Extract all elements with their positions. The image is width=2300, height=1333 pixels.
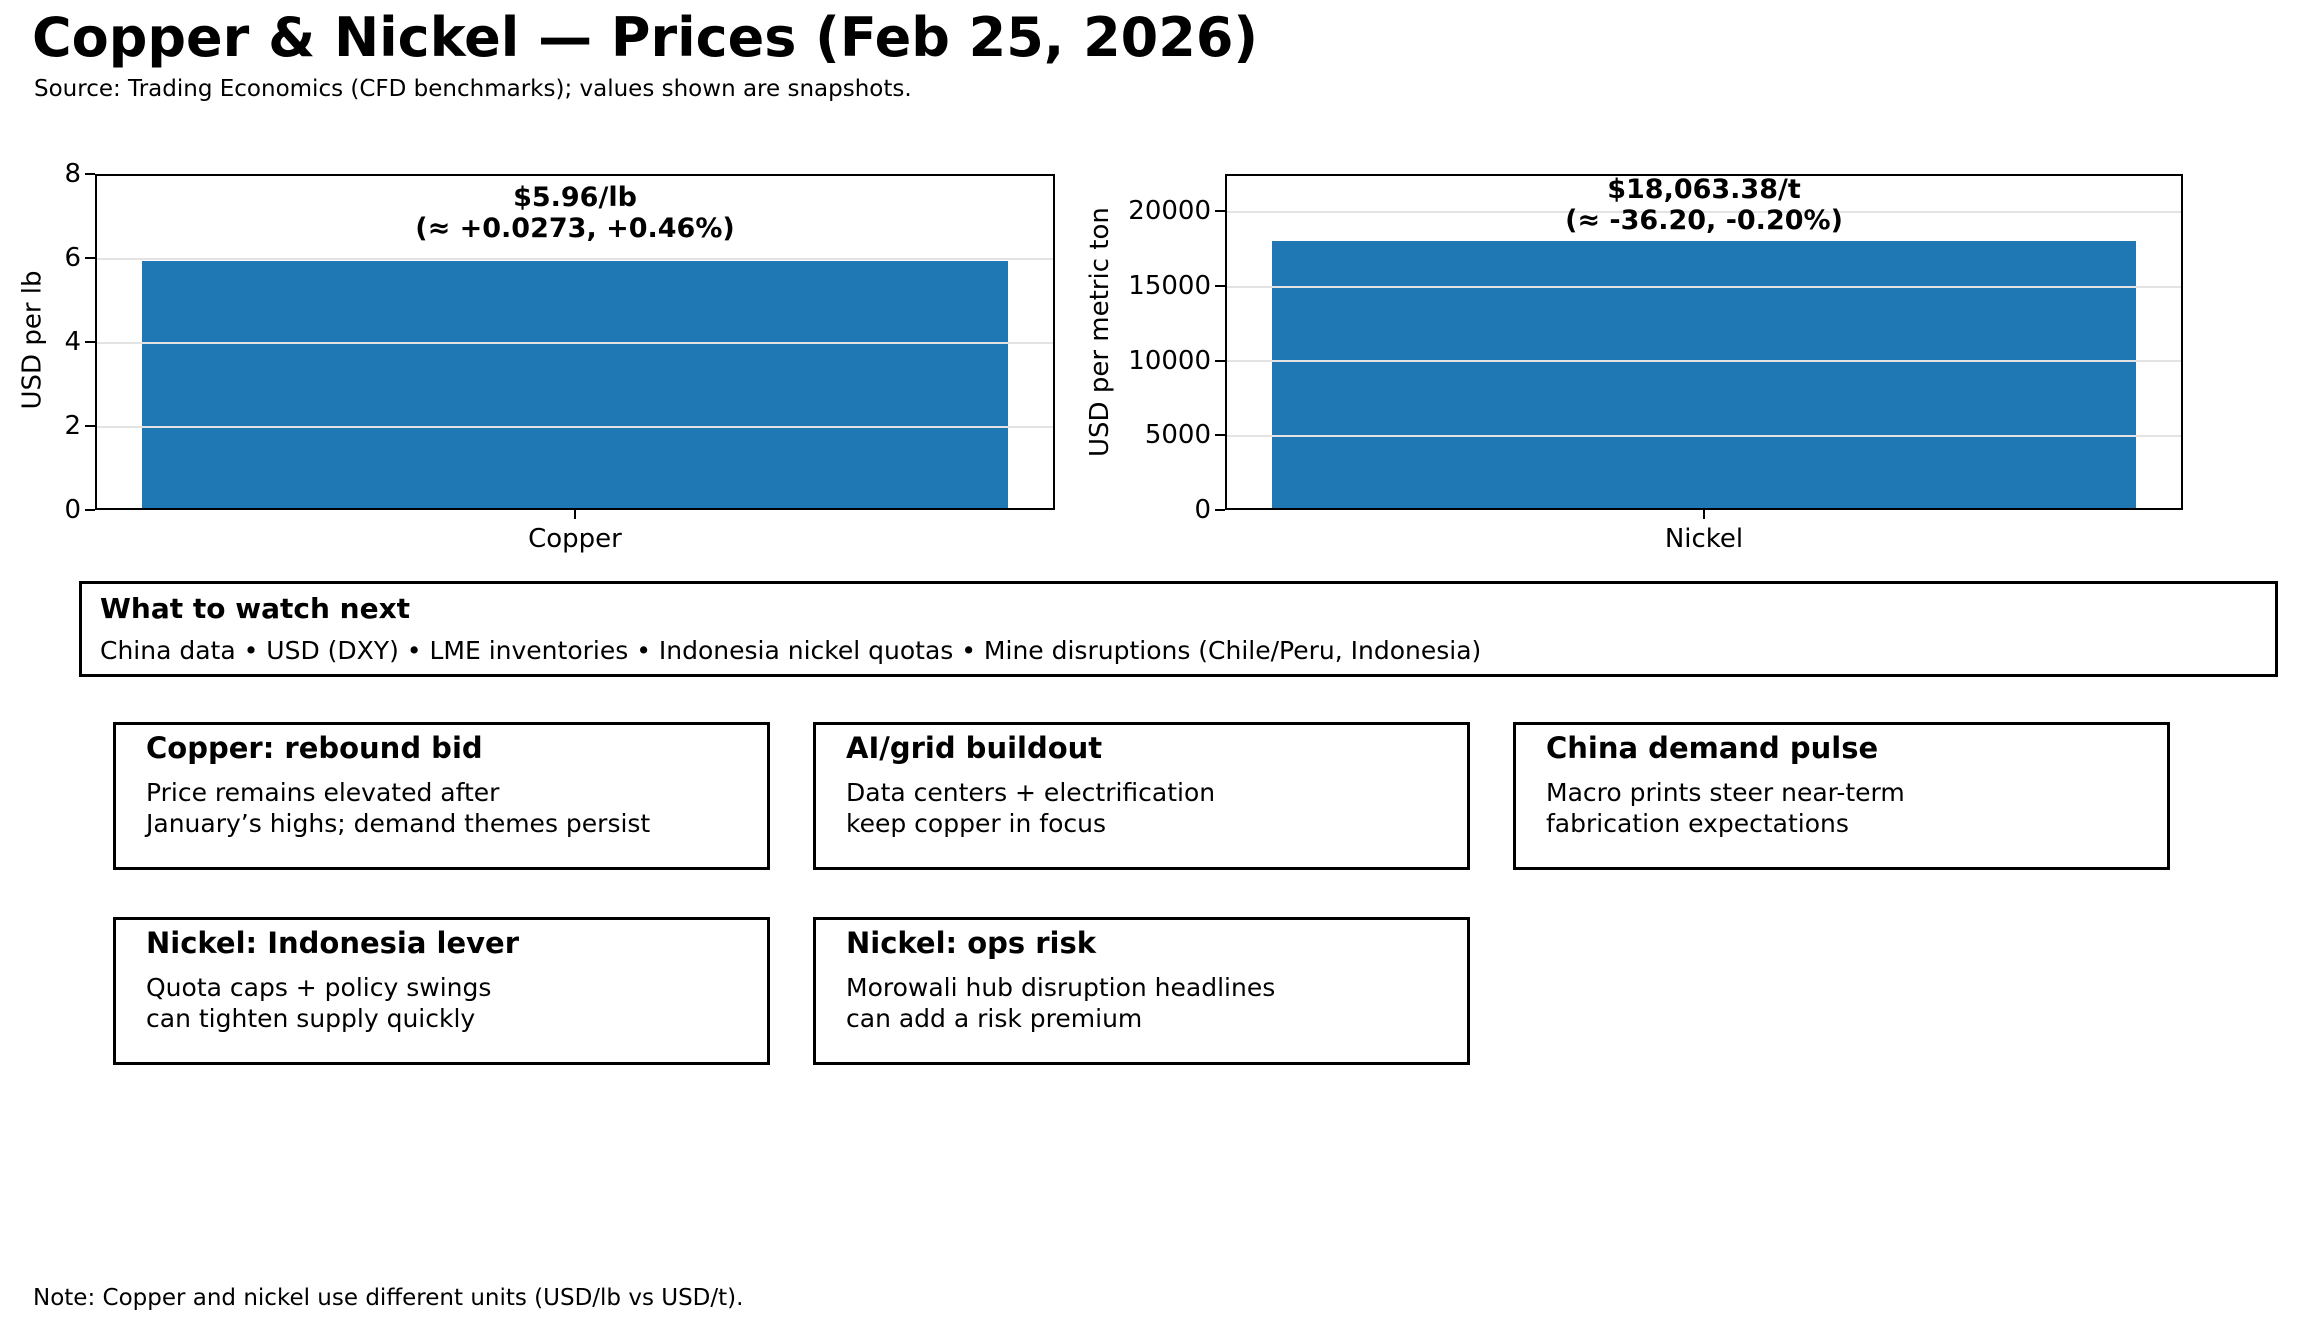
watch-next-box: What to watch next China data • USD (DXY…: [79, 581, 2278, 677]
nickel-ytick-mark: [1215, 360, 1225, 362]
nickel-ytick-label: 0: [1194, 495, 1211, 525]
nickel-ytick-label: 5000: [1144, 420, 1211, 450]
copper-ytick-mark: [85, 341, 95, 343]
card-body-line: Quota caps + policy swings: [146, 973, 492, 1002]
card-body: Morowali hub disruption headlines can ad…: [846, 972, 1275, 1034]
nickel-bar: [1271, 241, 2137, 508]
nickel-price-label: $18,063.38/t: [1607, 174, 1801, 205]
copper-value-annotation: $5.96/lb (≈ +0.0273, +0.46%): [95, 182, 1055, 244]
card-body-line: fabrication expectations: [1546, 809, 1849, 838]
card-nickel-ops-risk: Nickel: ops risk Morowali hub disruption…: [813, 917, 1470, 1065]
source-subtitle: Source: Trading Economics (CFD benchmark…: [34, 76, 912, 102]
nickel-value-annotation: $18,063.38/t (≈ -36.20, -0.20%): [1225, 174, 2183, 236]
gridline: [1227, 360, 2181, 362]
copper-ytick-label: 0: [64, 495, 81, 525]
nickel-xtick-mark: [1703, 510, 1705, 519]
nickel-chart-plot-area: [1225, 174, 2183, 510]
card-body-line: Data centers + electrification: [846, 778, 1216, 807]
nickel-ytick-mark: [1215, 285, 1225, 287]
watch-next-body: China data • USD (DXY) • LME inventories…: [100, 636, 1482, 665]
gridline: [97, 342, 1053, 344]
copper-bar: [141, 260, 1009, 508]
copper-ytick-label: 8: [64, 159, 81, 189]
copper-ytick-label: 4: [64, 327, 81, 357]
nickel-ytick-label: 10000: [1128, 346, 1211, 376]
page-title: Copper & Nickel — Prices (Feb 25, 2026): [32, 6, 1259, 69]
copper-ytick-label: 6: [64, 243, 81, 273]
card-body: Macro prints steer near-term fabrication…: [1546, 777, 1905, 839]
copper-xtick-mark: [574, 510, 576, 519]
card-body: Data centers + electrification keep copp…: [846, 777, 1215, 839]
card-body-line: Price remains elevated after: [146, 778, 500, 807]
copper-chart-plot-area: [95, 174, 1055, 510]
gridline: [97, 258, 1053, 260]
card-body-line: Morowali hub disruption headlines: [846, 973, 1276, 1002]
gridline: [1227, 435, 2181, 437]
card-nickel-indonesia-lever: Nickel: Indonesia lever Quota caps + pol…: [113, 917, 770, 1065]
card-body-line: can add a risk premium: [846, 1004, 1143, 1033]
nickel-ytick-label: 20000: [1128, 196, 1211, 226]
copper-price-label: $5.96/lb: [513, 182, 637, 213]
nickel-ytick-mark: [1215, 434, 1225, 436]
card-body-line: can tighten supply quickly: [146, 1004, 476, 1033]
copper-ytick-mark: [85, 257, 95, 259]
nickel-change-label: (≈ -36.20, -0.20%): [1565, 205, 1843, 236]
card-body-line: January’s highs; demand themes persist: [146, 809, 651, 838]
copper-change-label: (≈ +0.0273, +0.46%): [415, 213, 735, 244]
card-body-line: keep copper in focus: [846, 809, 1106, 838]
copper-ytick-mark: [85, 509, 95, 511]
card-body-line: Macro prints steer near-term: [1546, 778, 1905, 807]
watch-next-title: What to watch next: [100, 592, 411, 625]
gridline: [1227, 286, 2181, 288]
card-title: Copper: rebound bid: [146, 731, 483, 765]
card-ai-grid-buildout: AI/grid buildout Data centers + electrif…: [813, 722, 1470, 870]
nickel-ytick-mark: [1215, 210, 1225, 212]
card-body: Price remains elevated after January’s h…: [146, 777, 650, 839]
card-title: China demand pulse: [1546, 731, 1879, 765]
copper-xtick-label: Copper: [528, 524, 622, 554]
gridline: [97, 426, 1053, 428]
copper-ytick-mark: [85, 173, 95, 175]
copper-ytick-label: 2: [64, 411, 81, 441]
card-china-demand-pulse: China demand pulse Macro prints steer ne…: [1513, 722, 2170, 870]
gridline: [1227, 211, 2181, 213]
nickel-ytick-mark: [1215, 509, 1225, 511]
nickel-xtick-label: Nickel: [1664, 524, 1744, 554]
card-body: Quota caps + policy swings can tighten s…: [146, 972, 491, 1034]
nickel-ytick-label: 15000: [1128, 271, 1211, 301]
units-footnote: Note: Copper and nickel use different un…: [33, 1285, 744, 1311]
card-title: Nickel: Indonesia lever: [146, 926, 519, 960]
card-title: AI/grid buildout: [846, 731, 1103, 765]
card-title: Nickel: ops risk: [846, 926, 1097, 960]
card-copper-rebound: Copper: rebound bid Price remains elevat…: [113, 722, 770, 870]
copper-ytick-mark: [85, 425, 95, 427]
